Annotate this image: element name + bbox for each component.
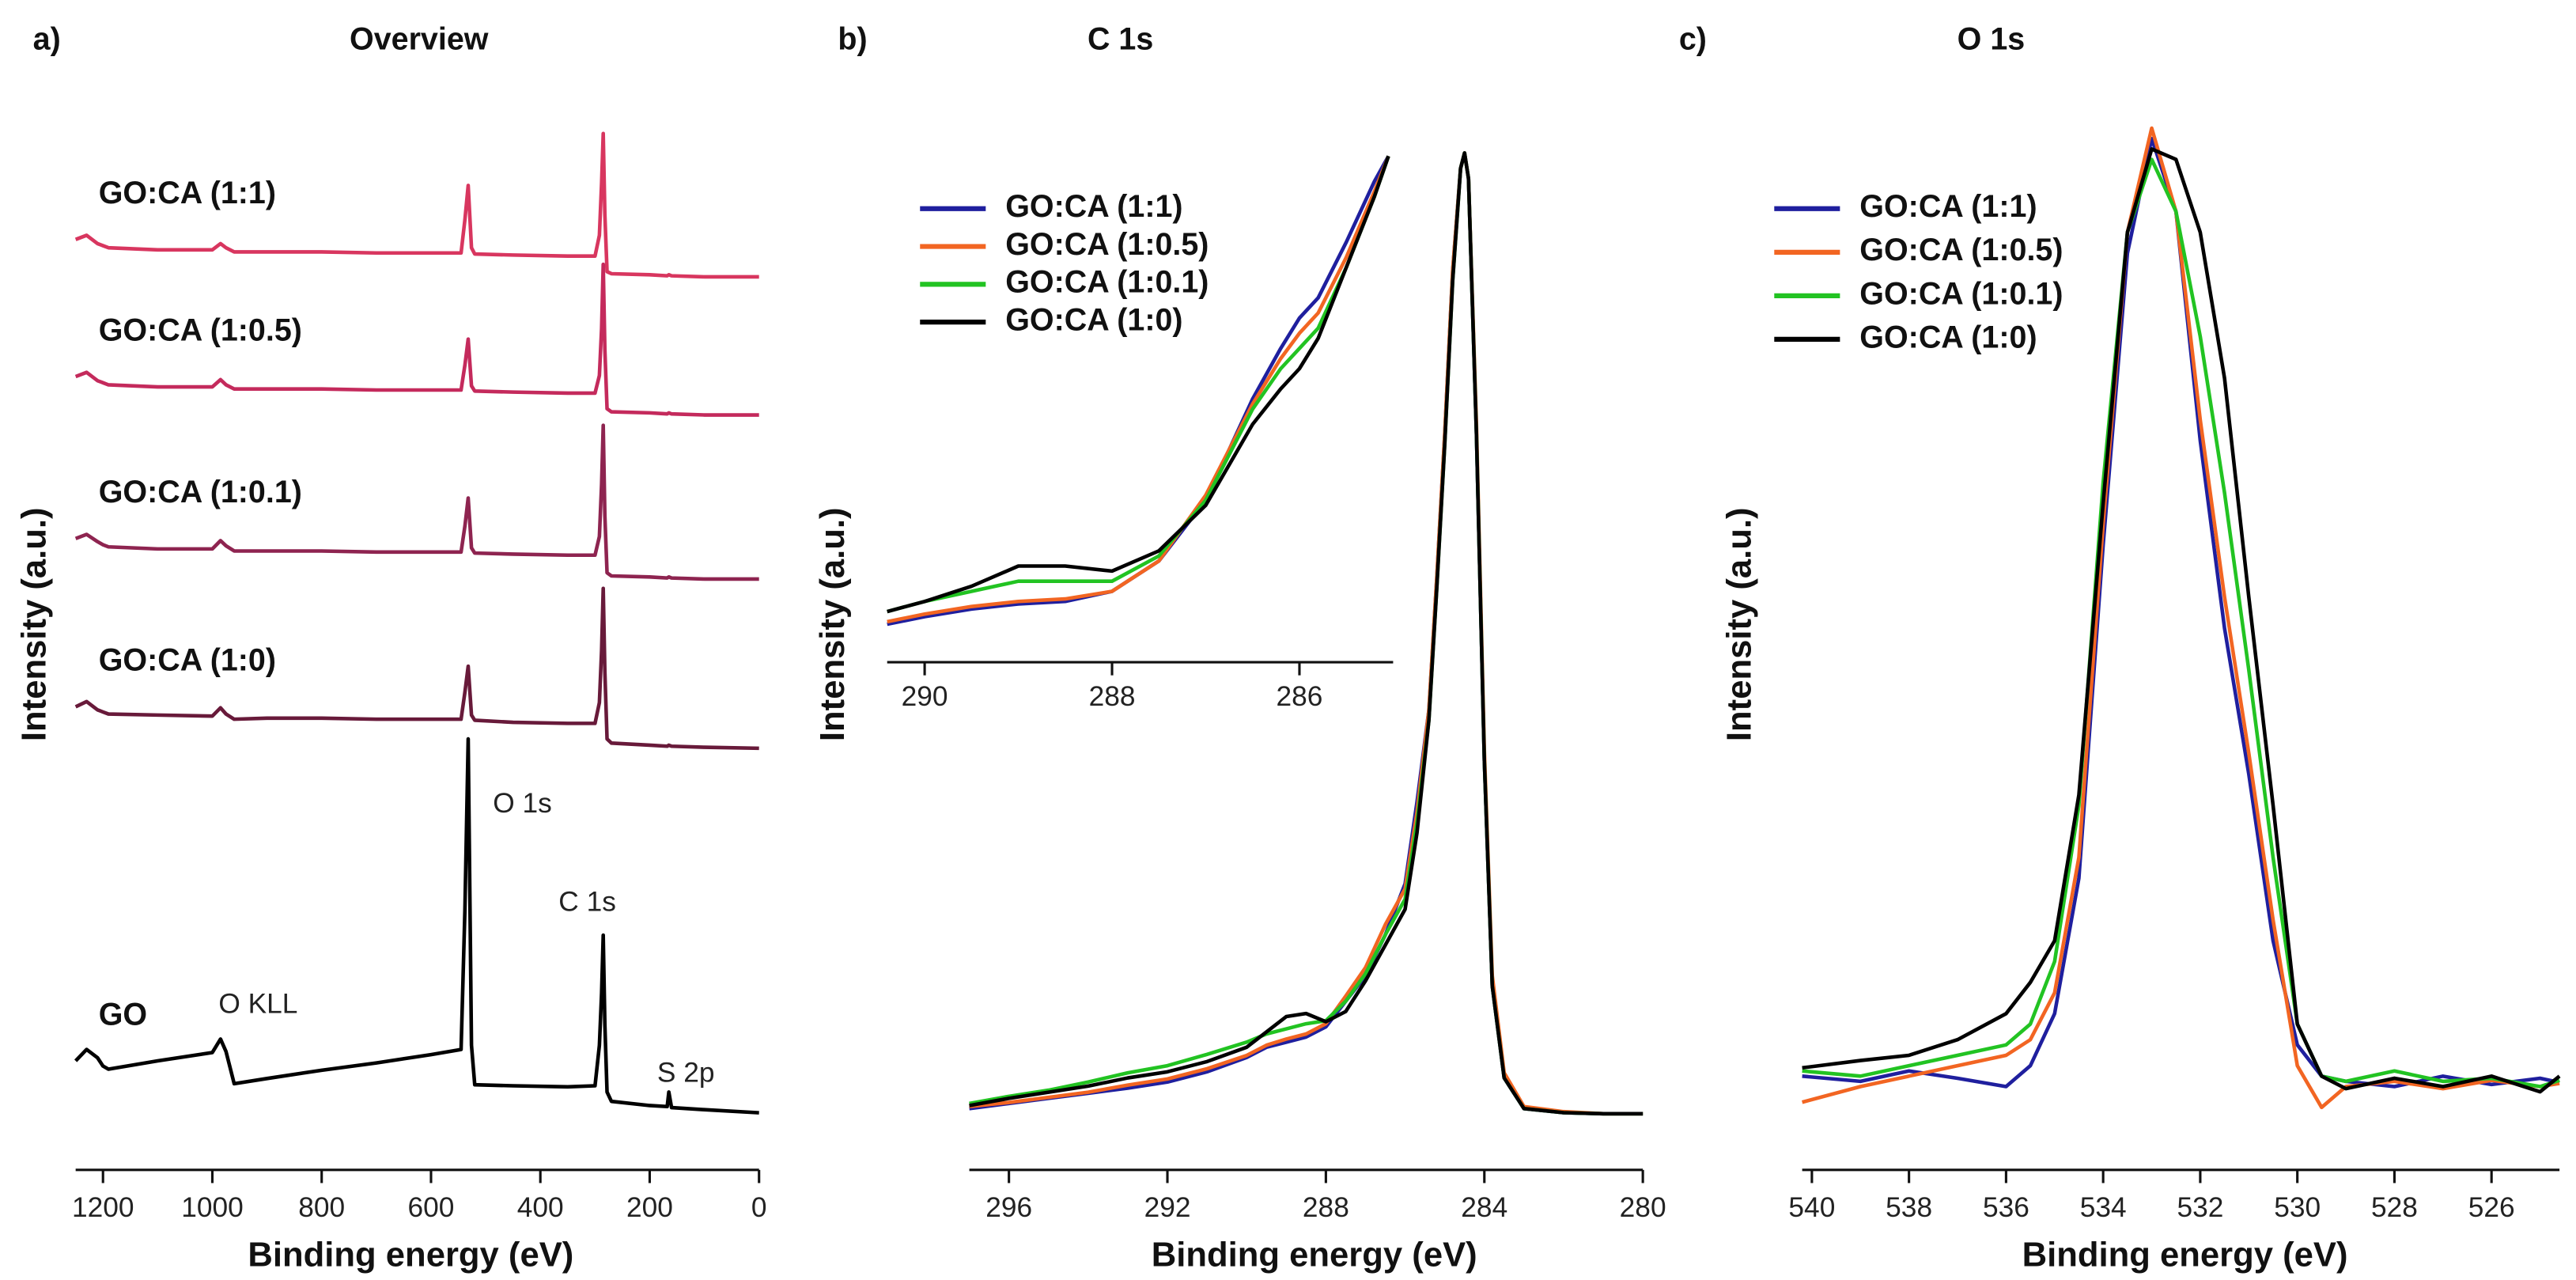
legend-label: GO:CA (1:0) (1005, 303, 1182, 338)
spectrum-line (887, 155, 1390, 614)
x-tick-label: 290 (902, 681, 948, 712)
y-axis-label: Intensity (a.u.) (814, 507, 852, 741)
panel-label: c) (1679, 21, 1707, 56)
x-tick-label: 1200 (72, 1192, 134, 1223)
annotation: O 1s (493, 788, 552, 819)
panel-title: Overview (350, 21, 489, 56)
x-tick-label: 532 (2177, 1192, 2223, 1223)
x-tick-label: 292 (1144, 1192, 1191, 1223)
series-label: GO (99, 997, 147, 1032)
spectrum-line (1802, 147, 2561, 1094)
x-tick-label: 286 (1277, 681, 1323, 712)
x-tick-label: 288 (1089, 681, 1136, 712)
spectrum-line (74, 586, 759, 751)
legend-label: GO:CA (1:0.5) (1859, 233, 2063, 267)
spectrum-line (74, 262, 759, 417)
x-tick-label: 400 (517, 1192, 564, 1223)
x-tick-label: 538 (1886, 1192, 1932, 1223)
spectrum-line (887, 155, 1390, 614)
x-tick-label: 534 (2080, 1192, 2127, 1223)
annotation: C 1s (558, 887, 616, 918)
x-axis-label: Binding energy (eV) (248, 1236, 573, 1274)
series-label: GO:CA (1:0) (99, 643, 276, 678)
x-tick-label: 0 (751, 1192, 767, 1223)
annotation: O KLL (218, 988, 297, 1019)
series-label: GO:CA (1:0.5) (99, 312, 302, 347)
legend-label: GO:CA (1:0.5) (1005, 227, 1209, 262)
y-axis-label: Intensity (a.u.) (15, 507, 53, 741)
x-tick-label: 530 (2274, 1192, 2321, 1223)
spectrum-line (1802, 157, 2560, 1089)
spectrum-line (74, 737, 759, 1115)
x-tick-label: 528 (2371, 1192, 2418, 1223)
series-label: GO:CA (1:1) (99, 176, 276, 210)
spectrum-line (74, 131, 759, 279)
spectrum-line (887, 155, 1390, 624)
x-tick-label: 600 (408, 1192, 455, 1223)
annotation: S 2p (657, 1058, 715, 1089)
panel-title: C 1s (1088, 21, 1153, 56)
x-tick-label: 296 (985, 1192, 1032, 1223)
x-tick-label: 1000 (181, 1192, 244, 1223)
spectrum-line (74, 423, 759, 581)
x-tick-label: 536 (1983, 1192, 2029, 1223)
x-tick-label: 526 (2468, 1192, 2515, 1223)
x-tick-label: 280 (1620, 1192, 1666, 1223)
x-axis-label: Binding energy (eV) (2022, 1236, 2348, 1274)
x-tick-label: 288 (1303, 1192, 1349, 1223)
legend-label: GO:CA (1:1) (1859, 189, 2037, 224)
spectrum-line (1802, 126, 2560, 1110)
x-tick-label: 284 (1461, 1192, 1507, 1223)
y-axis-label: Intensity (a.u.) (1720, 507, 1758, 741)
panel-label: b) (838, 21, 867, 56)
panel-title: O 1s (1958, 21, 2026, 56)
panel-label: a) (33, 21, 61, 56)
legend-label: GO:CA (1:0) (1859, 320, 2037, 354)
series-label: GO:CA (1:0.1) (99, 475, 302, 509)
legend-label: GO:CA (1:0.1) (1859, 276, 2063, 311)
x-tick-label: 200 (626, 1192, 673, 1223)
legend-label: GO:CA (1:1) (1005, 189, 1182, 224)
spectrum-line (969, 151, 1644, 1116)
x-axis-label: Binding energy (eV) (1152, 1236, 1477, 1274)
legend-label: GO:CA (1:0.1) (1005, 265, 1209, 300)
x-tick-label: 540 (1788, 1192, 1835, 1223)
x-tick-label: 800 (298, 1192, 345, 1223)
